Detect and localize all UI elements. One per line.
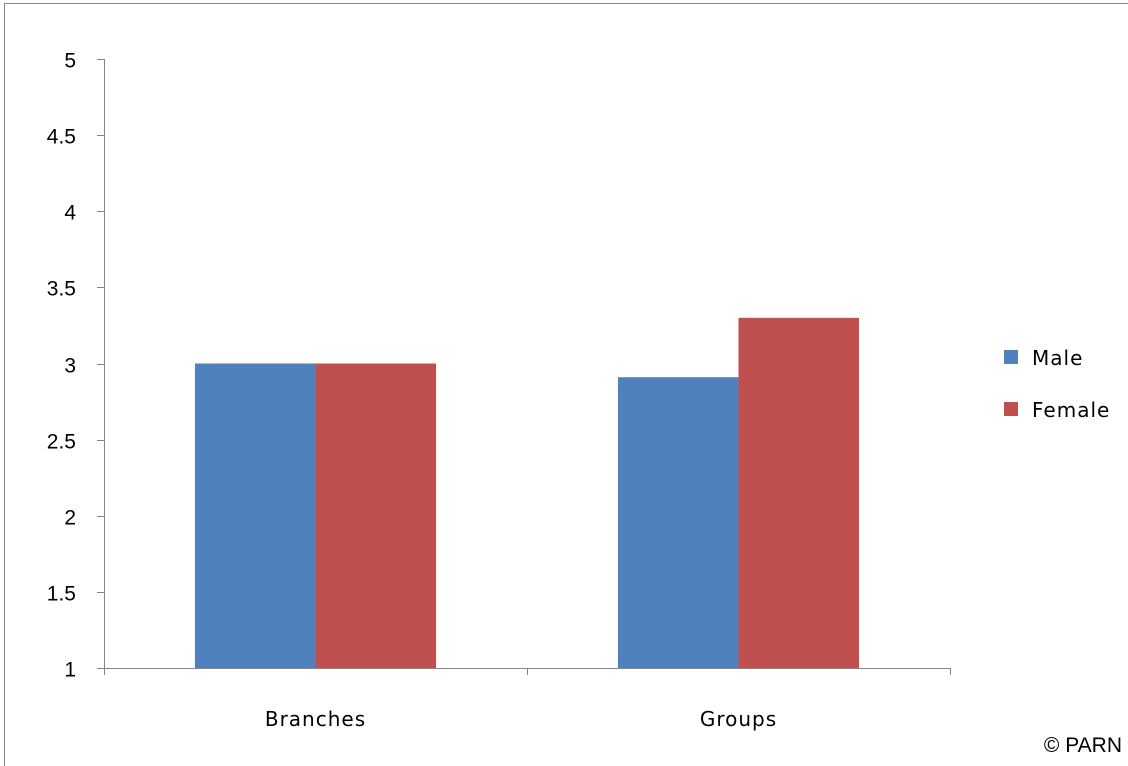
y-tick-label: 4 [64,202,76,225]
bar-male-branches [195,364,316,669]
bar-female-groups [739,318,860,668]
x-category-label: Groups [700,707,777,731]
legend-label-female: Female [1032,398,1110,422]
copyright-label: © PARN [1044,734,1122,757]
legend-swatch-female [1004,402,1018,416]
chart-border [5,4,1128,766]
y-tick-label: 3 [64,355,76,378]
legend-label-male: Male [1032,346,1083,370]
y-tick-label: 1.5 [47,583,76,606]
bar-female-branches [316,364,437,669]
y-tick-label: 1 [64,659,76,682]
y-tick-label: 4.5 [47,126,76,149]
x-category-label: Branches [265,707,366,731]
y-tick-label: 5 [64,50,76,73]
legend-swatch-male [1004,350,1018,364]
bar-male-groups [618,377,739,668]
y-tick-label: 3.5 [47,278,76,301]
y-tick-label: 2.5 [47,431,76,454]
y-tick-label: 2 [64,507,76,530]
